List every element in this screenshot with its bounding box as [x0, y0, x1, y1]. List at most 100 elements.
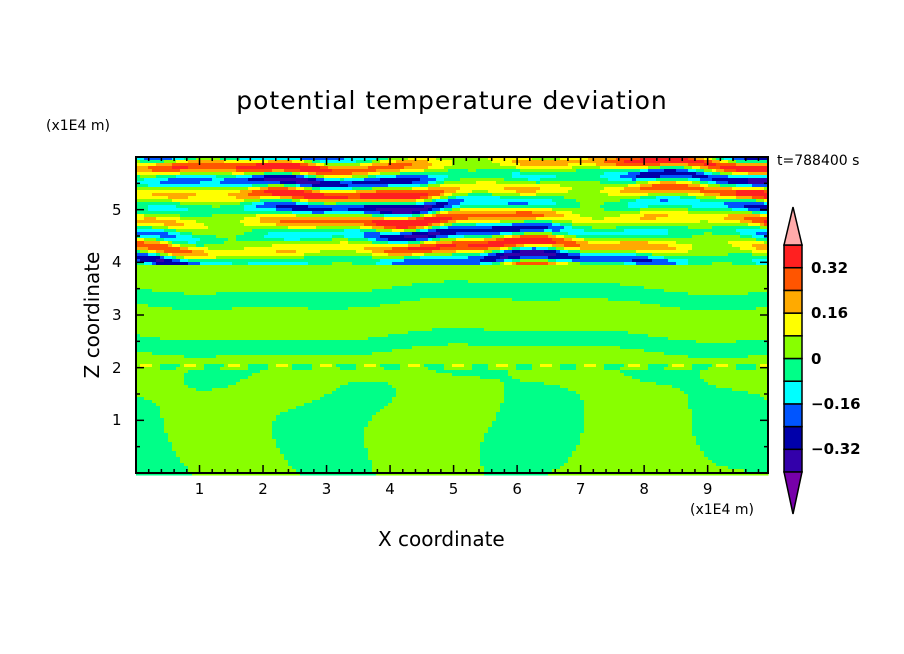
contour-cell	[500, 163, 505, 167]
contour-cell	[352, 202, 357, 206]
contour-cell	[600, 190, 605, 194]
contour-cell	[712, 229, 717, 233]
contour-cell	[480, 190, 485, 194]
contour-cell	[516, 247, 521, 251]
contour-cell	[296, 235, 301, 239]
contour-cell	[256, 199, 261, 203]
contour-cell	[524, 160, 529, 164]
contour-cell	[272, 160, 277, 164]
contour-cell	[540, 178, 545, 182]
contour-cell	[448, 160, 453, 164]
contour-cell	[204, 232, 209, 236]
contour-cell	[168, 235, 173, 239]
contour-cell	[252, 223, 257, 227]
contour-cell	[516, 187, 521, 191]
contour-cell	[484, 193, 489, 197]
contour-cell	[592, 172, 597, 176]
contour-cell	[444, 169, 449, 173]
contour-cell	[236, 184, 241, 188]
contour-cell	[524, 178, 529, 182]
contour-cell	[508, 184, 513, 188]
contour-cell	[380, 199, 385, 203]
contour-cell	[540, 229, 545, 233]
contour-cell	[640, 220, 645, 224]
contour-cell	[208, 157, 213, 161]
contour-cell	[220, 175, 225, 179]
contour-cell	[392, 181, 397, 185]
contour-cell	[256, 163, 261, 167]
contour-cell	[432, 214, 437, 218]
contour-cell	[684, 193, 689, 197]
contour-cell	[748, 238, 753, 242]
contour-cell	[656, 166, 661, 170]
contour-cell	[316, 196, 321, 200]
contour-cell	[396, 193, 401, 197]
contour-cell	[148, 214, 153, 218]
contour-cell	[172, 247, 177, 251]
contour-cell	[684, 175, 689, 179]
contour-cell	[300, 193, 305, 197]
contour-cell	[548, 160, 553, 164]
contour-cell	[216, 211, 221, 215]
contour-cell	[188, 202, 193, 206]
contour-cell	[752, 187, 757, 191]
contour-cell	[216, 250, 221, 254]
contour-cell	[616, 166, 621, 170]
contour-cell	[376, 163, 381, 167]
contour-cell	[560, 163, 565, 167]
contour-cell	[308, 163, 313, 167]
contour-cell	[504, 169, 509, 173]
contour-cell	[412, 193, 417, 197]
contour-cell	[656, 226, 661, 230]
contour-cell	[640, 232, 645, 236]
contour-cell	[732, 196, 737, 200]
contour-cell	[708, 187, 713, 191]
contour-cell	[668, 160, 673, 164]
contour-cell	[244, 241, 249, 245]
contour-cell	[160, 223, 165, 227]
contour-cell	[696, 199, 701, 203]
contour-cell	[152, 184, 157, 188]
contour-cell	[232, 220, 237, 224]
contour-cell	[612, 241, 617, 245]
contour-cell	[344, 247, 349, 251]
contour-cell	[532, 184, 537, 188]
contour-cell	[140, 181, 145, 185]
contour-cell	[516, 223, 521, 227]
contour-cell	[652, 226, 657, 230]
contour-cell	[704, 208, 709, 212]
contour-cell	[176, 169, 181, 173]
contour-cell	[284, 214, 289, 218]
contour-cell	[304, 220, 309, 224]
contour-cell	[356, 157, 361, 161]
contour-cell	[572, 184, 577, 188]
contour-cell	[668, 226, 673, 230]
contour-cell	[360, 166, 365, 170]
contour-cell	[404, 175, 409, 179]
contour-cell	[720, 178, 725, 182]
contour-cell	[476, 232, 481, 236]
contour-cell	[536, 226, 541, 230]
contour-cell	[684, 226, 689, 230]
contour-cell	[336, 205, 341, 209]
contour-cell	[736, 187, 741, 191]
contour-cell	[580, 193, 585, 197]
contour-cell	[596, 238, 601, 242]
contour-cell	[504, 196, 509, 200]
contour-cell	[320, 208, 325, 212]
contour-cell	[704, 247, 709, 251]
contour-cell	[584, 217, 589, 221]
contour-cell	[528, 229, 533, 233]
contour-cell	[676, 217, 681, 221]
contour-cell	[728, 163, 733, 167]
contour-cell	[652, 163, 657, 167]
contour-cell	[368, 223, 373, 227]
contour-cell	[352, 160, 357, 164]
contour-cell	[408, 193, 413, 197]
contour-cell	[384, 157, 389, 161]
contour-cell	[268, 166, 273, 170]
contour-cell	[216, 193, 221, 197]
contour-cell	[520, 238, 525, 242]
contour-cell	[736, 169, 741, 173]
contour-cell	[428, 187, 433, 191]
